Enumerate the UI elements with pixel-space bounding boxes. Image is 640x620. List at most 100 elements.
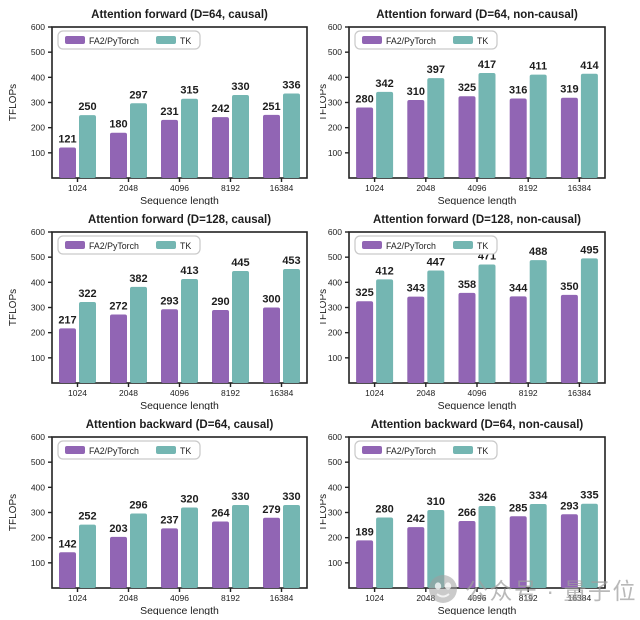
legend: FA2/PyTorch TK [354, 440, 498, 460]
y-tick-label: 400 [328, 72, 342, 82]
y-tick-label: 100 [31, 148, 45, 158]
x-tick-label: 4096 [170, 388, 189, 398]
legend-swatch-tk [453, 446, 473, 454]
bar-value-label: 285 [509, 502, 527, 514]
bar-value-label: 334 [529, 490, 548, 502]
bar-fa2-pytorch [161, 309, 178, 383]
legend: FA2/PyTorch TK [57, 235, 201, 255]
y-tick-label: 200 [31, 533, 45, 543]
bar-value-label: 488 [529, 246, 547, 258]
chart-attention-backward-d64-noncausal: Attention backward (D=64, non-causal) 100… [318, 410, 640, 617]
bar-fa2-pytorch [59, 552, 76, 588]
bar-value-label: 335 [580, 490, 598, 502]
bar-value-label: 447 [427, 257, 445, 269]
y-tick-label: 600 [31, 22, 45, 32]
y-tick-label: 500 [328, 252, 342, 262]
legend-box [354, 440, 498, 460]
bar-value-label: 310 [407, 86, 425, 98]
bar-value-label: 266 [458, 507, 476, 519]
y-tick-label: 600 [31, 227, 45, 237]
chart-title: Attention backward (D=64, causal) [86, 419, 274, 431]
bar-fa2-pytorch [560, 514, 578, 588]
bar-value-label: 121 [58, 134, 76, 146]
bar-value-label: 280 [375, 504, 393, 516]
legend-box [354, 235, 498, 255]
legend-label-tk: TK [180, 241, 191, 251]
bar-tk [478, 264, 496, 383]
bar-value-label: 495 [580, 244, 598, 256]
bar-value-label: 322 [78, 288, 96, 300]
bar-tk [79, 115, 96, 178]
y-tick-label: 500 [328, 47, 342, 57]
y-axis-label: TFLOPs [8, 494, 19, 531]
bar-fa2-pytorch [212, 521, 229, 588]
bar-tk [478, 505, 496, 588]
y-axis-label: TFLOPs [320, 289, 329, 326]
x-tick-label: 16384 [568, 183, 592, 193]
x-tick-label: 8192 [221, 183, 240, 193]
chart-svg: Attention forward (D=64, causal) 100 200 30… [8, 9, 308, 207]
bar-value-label: 326 [478, 492, 496, 504]
bar-fa2-pytorch [212, 310, 229, 383]
legend-label-tk: TK [477, 446, 488, 456]
bar-fa2-pytorch [356, 107, 374, 178]
y-axis-label: TFLOPs [320, 84, 329, 121]
bar-value-label: 414 [580, 60, 599, 72]
bar-tk [376, 279, 394, 383]
legend-swatch-tk [156, 36, 176, 44]
y-tick-label: 100 [328, 148, 342, 158]
bar-fa2-pytorch [110, 132, 127, 178]
y-axis-label: TFLOPs [8, 84, 19, 121]
legend-label-fa2: FA2/PyTorch [89, 241, 139, 251]
bar-value-label: 411 [529, 61, 547, 73]
chart-attention-forward-d128-causal: Attention forward (D=128, causal) 100 200 3… [0, 205, 320, 412]
y-tick-label: 100 [31, 353, 45, 363]
bar-value-label: 293 [560, 500, 578, 512]
chart-title: Attention forward (D=128, causal) [88, 214, 271, 226]
bar-tk [478, 73, 496, 178]
chart-attention-forward-d128-noncausal: Attention forward (D=128, non-causal) 100… [318, 205, 640, 412]
bar-value-label: 358 [458, 279, 476, 291]
bar-value-label: 330 [282, 491, 300, 503]
legend: FA2/PyTorch TK [354, 235, 498, 255]
legend-box [57, 235, 201, 255]
x-tick-label: 2048 [416, 593, 435, 603]
bar-tk [580, 503, 598, 588]
y-tick-label: 400 [328, 277, 342, 287]
x-tick-label: 2048 [119, 593, 138, 603]
bar-fa2-pytorch [560, 294, 578, 383]
legend-swatch-fa2 [362, 36, 382, 44]
y-axis-label: TFLOPs [320, 494, 329, 531]
bar-value-label: 189 [355, 526, 373, 538]
x-tick-label: 8192 [519, 388, 538, 398]
x-tick-label: 4096 [468, 388, 487, 398]
chart-title: Attention forward (D=64, non-causal) [376, 9, 578, 21]
legend-swatch-fa2 [65, 36, 85, 44]
bar-fa2-pytorch [356, 301, 374, 383]
x-tick-label: 4096 [170, 183, 189, 193]
bar-value-label: 293 [160, 295, 178, 307]
y-tick-label: 600 [328, 22, 342, 32]
bar-tk [580, 258, 598, 383]
x-tick-label: 8192 [221, 388, 240, 398]
x-axis-label: Sequence length [438, 605, 517, 615]
bar-fa2-pytorch [161, 528, 178, 588]
y-tick-label: 300 [31, 98, 45, 108]
y-tick-label: 100 [328, 558, 342, 568]
chart-title: Attention forward (D=128, non-causal) [373, 214, 581, 226]
y-tick-label: 500 [328, 457, 342, 467]
bar-tk [130, 286, 147, 383]
legend-label-fa2: FA2/PyTorch [89, 36, 139, 46]
bar-tk [232, 504, 249, 588]
bar-tk [529, 260, 547, 383]
bar-value-label: 350 [560, 281, 578, 293]
bar-fa2-pytorch [458, 521, 476, 588]
bar-value-label: 264 [211, 508, 230, 520]
bar-tk [283, 93, 300, 178]
x-axis-label: Sequence length [140, 400, 219, 410]
bar-tk [580, 73, 598, 178]
bar-fa2-pytorch [59, 328, 76, 383]
y-tick-label: 300 [328, 508, 342, 518]
bar-value-label: 316 [509, 84, 527, 96]
bar-tk [79, 301, 96, 383]
